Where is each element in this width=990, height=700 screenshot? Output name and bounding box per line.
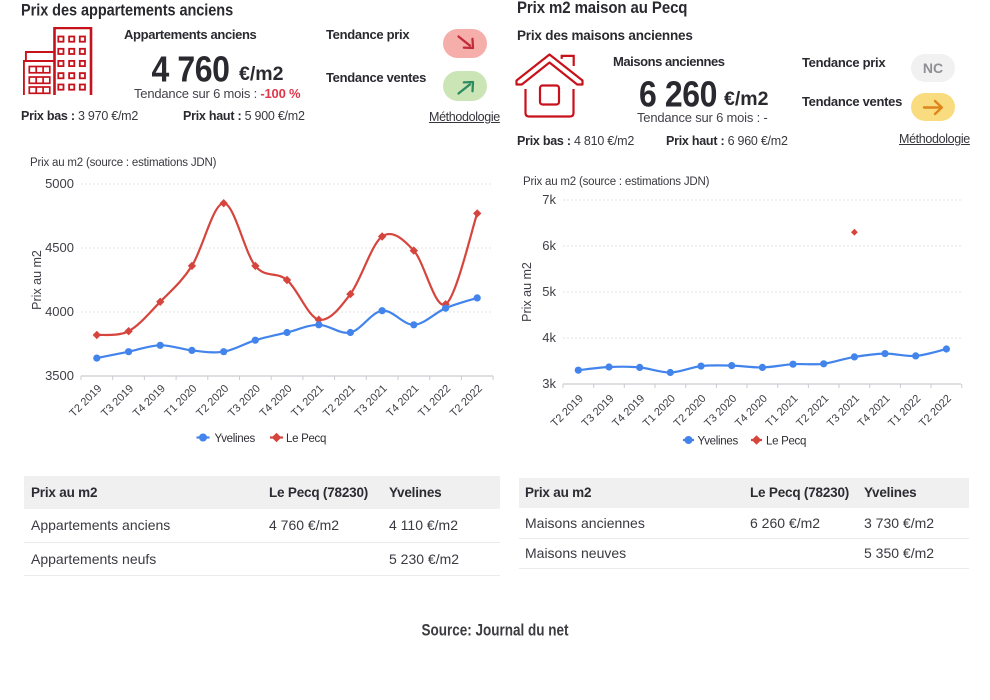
svg-text:T4 2020: T4 2020: [733, 393, 770, 430]
svg-text:Prix au m2: Prix au m2: [520, 262, 534, 322]
svg-text:T2 2021: T2 2021: [794, 393, 831, 430]
svg-text:T4 2021: T4 2021: [856, 393, 893, 430]
svg-text:T1 2020: T1 2020: [641, 393, 678, 430]
svg-text:T2 2022: T2 2022: [917, 393, 954, 430]
svg-text:T3 2021: T3 2021: [825, 393, 862, 430]
svg-text:3k: 3k: [542, 376, 556, 391]
svg-text:T3 2019: T3 2019: [580, 393, 617, 430]
svg-text:T3 2020: T3 2020: [702, 393, 739, 430]
svg-text:T1 2021: T1 2021: [764, 393, 801, 430]
svg-text:T2 2020: T2 2020: [672, 393, 709, 430]
svg-text:4k: 4k: [542, 330, 556, 345]
svg-text:Prix au m2 (source : estimatio: Prix au m2 (source : estimations JDN): [523, 176, 710, 188]
svg-text:T2 2019: T2 2019: [549, 393, 586, 430]
svg-text:Prix au m2: Prix au m2: [30, 250, 44, 310]
svg-text:7k: 7k: [542, 192, 556, 207]
svg-text:4500: 4500: [45, 240, 74, 255]
svg-text:Prix au m2 (source : estimatio: Prix au m2 (source : estimations JDN): [30, 157, 217, 169]
svg-text:4000: 4000: [45, 304, 74, 319]
svg-text:3500: 3500: [45, 368, 74, 383]
svg-text:T1 2022: T1 2022: [886, 393, 923, 430]
svg-text:T4 2019: T4 2019: [610, 393, 647, 430]
svg-text:5k: 5k: [542, 284, 556, 299]
svg-text:Yvelines: Yvelines: [215, 433, 256, 445]
svg-text:Le Pecq: Le Pecq: [766, 436, 806, 448]
svg-text:Le Pecq: Le Pecq: [286, 433, 326, 445]
svg-text:6k: 6k: [542, 238, 556, 253]
svg-text:Yvelines: Yvelines: [698, 436, 739, 448]
svg-text:5000: 5000: [45, 176, 74, 191]
